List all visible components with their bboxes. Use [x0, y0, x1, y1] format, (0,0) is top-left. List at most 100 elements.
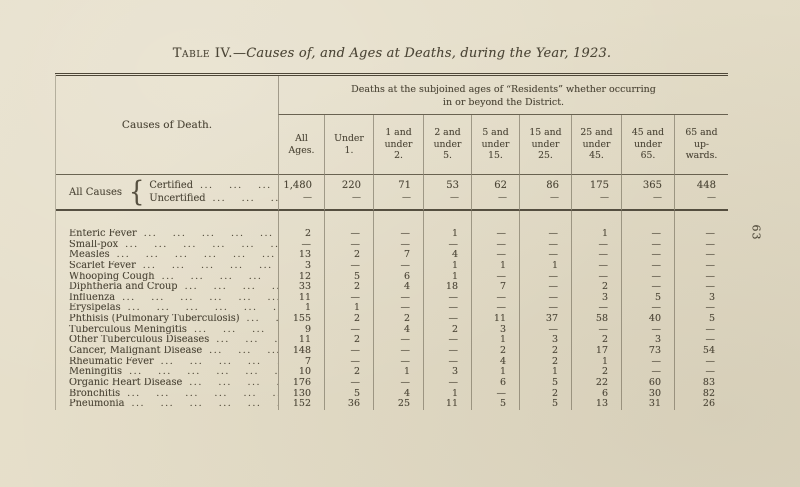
value-cell: —: [423, 335, 471, 347]
value-cell: 11: [471, 313, 519, 325]
value-cell: 1: [471, 260, 519, 272]
value-cell: —: [373, 228, 423, 240]
all-causes-sublabels: Certified ... ... ... ... ... ... ... ...…: [149, 179, 278, 205]
dot-leader: ... ... ... ... ... ... ... ... ...: [212, 193, 278, 204]
value-cell: 3: [571, 292, 621, 304]
spacer-cell: [373, 211, 423, 229]
dot-leader: ... ... ... ... ... ... ... ... ...: [193, 324, 278, 335]
all-causes-cell: 1,480 —: [278, 175, 324, 211]
dot-leader: ... ... ... ... ... ... ... ... ...: [127, 303, 278, 314]
value-cell: —: [674, 335, 728, 347]
value-cell: 1: [423, 228, 471, 240]
certified-value: 1,480: [283, 180, 312, 191]
value-cell: —: [373, 260, 423, 272]
value-cell: 5: [519, 377, 571, 389]
value-cell: 4: [373, 324, 423, 336]
value-cell: —: [621, 260, 674, 272]
value-cell: 9: [278, 324, 324, 336]
uncertified-value: —: [303, 193, 312, 203]
brace-glyph: {: [129, 175, 145, 209]
table-row-label: Phthisis (Pulmonary Tuberculosis) ... ...…: [56, 314, 278, 325]
causes-table: Causes of Death. Deaths at the subjoined…: [55, 73, 728, 410]
cause-name: Pneumonia: [69, 399, 125, 410]
value-cell: 5: [621, 292, 674, 304]
value-cell: —: [471, 388, 519, 400]
uncertified-value: —: [450, 193, 459, 203]
table-row-label: Diphtheria and Croup ... ... ... ... ... …: [56, 282, 278, 293]
dot-leader: ... ... ... ... ... ... ... ... ...: [161, 271, 278, 282]
value-cell: 2: [324, 282, 373, 293]
causes-of-death-header: Causes of Death.: [56, 76, 278, 175]
dot-leader: ... ... ... ... ... ... ... ... ...: [143, 229, 278, 239]
value-cell: 7: [278, 356, 324, 368]
residents-deaths-spanner-header: Deaths at the subjoined ages of “Residen…: [278, 76, 728, 115]
value-cell: —: [423, 377, 471, 389]
uncertified-value: —: [402, 193, 411, 203]
value-cell: —: [324, 239, 373, 251]
uncertified-value: —: [707, 193, 716, 203]
dot-leader: ... ... ... ... ... ... ... ... ...: [209, 346, 278, 357]
dot-leader: ... ... ... ... ... ... ... ... ...: [131, 399, 278, 410]
age-column-header: 45 and under 65.: [621, 115, 674, 175]
all-causes-subrow: Certified ... ... ... ... ... ... ... ...…: [149, 179, 278, 192]
value-cell: —: [571, 271, 621, 283]
cause-name: Enteric Fever: [69, 229, 137, 239]
value-cell: —: [324, 292, 373, 304]
dot-leader: ... ... ... ... ... ... ... ... ...: [184, 282, 278, 293]
value-cell: —: [373, 345, 423, 357]
table-row-label: Rheumatic Fever ... ... ... ... ... ... .…: [56, 357, 278, 368]
value-cell: —: [519, 228, 571, 240]
value-cell: 58: [571, 313, 621, 325]
all-causes-cell: 86 —: [519, 175, 571, 211]
value-cell: 10: [278, 367, 324, 378]
value-cell: 7: [373, 250, 423, 261]
all-causes-cell: 53 —: [423, 175, 471, 211]
value-cell: 31: [621, 399, 674, 410]
certified-value: 365: [642, 180, 662, 191]
value-cell: 17: [571, 345, 621, 357]
value-cell: —: [471, 292, 519, 304]
spacer-cell: [471, 211, 519, 229]
spacer-cell: [571, 211, 621, 229]
value-cell: —: [621, 250, 674, 261]
value-cell: —: [471, 250, 519, 261]
value-cell: 5: [471, 399, 519, 410]
value-cell: 83: [674, 377, 728, 389]
dot-leader: ... ... ... ... ... ... ... ... ...: [122, 292, 278, 303]
value-cell: —: [621, 356, 674, 368]
value-cell: 2: [519, 356, 571, 368]
value-cell: —: [423, 303, 471, 315]
certified-value: 175: [589, 180, 609, 191]
value-cell: 11: [278, 335, 324, 347]
value-cell: 4: [423, 250, 471, 261]
value-cell: 33: [278, 282, 324, 293]
spacer-cell: [621, 211, 674, 229]
cause-name: Cancer, Malignant Disease: [69, 346, 203, 357]
certified-value: 62: [494, 180, 507, 191]
certified-value: 220: [341, 180, 361, 191]
value-cell: 1: [278, 303, 324, 315]
all-causes-cell: 220 —: [324, 175, 373, 211]
value-cell: —: [621, 239, 674, 251]
table-row-label: Enteric Fever ... ... ... ... ... ... ...…: [56, 229, 278, 240]
all-causes-cell: 71 —: [373, 175, 423, 211]
uncertified-value: —: [653, 193, 662, 203]
value-cell: —: [674, 228, 728, 240]
value-cell: 130: [278, 388, 324, 400]
value-cell: 6: [571, 388, 621, 400]
cause-name: Measles: [69, 250, 110, 261]
value-cell: —: [519, 282, 571, 293]
value-cell: 26: [674, 399, 728, 410]
value-cell: 1: [571, 356, 621, 368]
age-column-header: 25 and under 45.: [571, 115, 621, 175]
uncertified-value: —: [352, 193, 361, 203]
value-cell: —: [674, 239, 728, 251]
value-cell: —: [571, 239, 621, 251]
value-cell: 3: [519, 335, 571, 347]
value-cell: —: [621, 271, 674, 283]
value-cell: 155: [278, 313, 324, 325]
value-cell: —: [519, 303, 571, 315]
value-cell: 4: [373, 282, 423, 293]
uncertified-value: —: [600, 193, 609, 203]
value-cell: 36: [324, 399, 373, 410]
